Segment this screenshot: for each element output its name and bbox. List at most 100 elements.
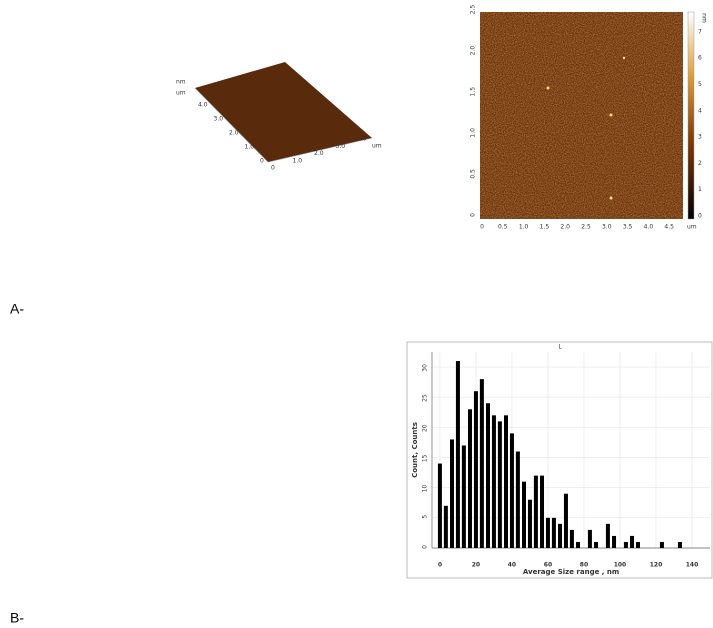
x-tick-label: 80: [580, 562, 588, 569]
y-tick-label: 25: [422, 394, 429, 402]
bar: [635, 541, 640, 548]
bar: [623, 541, 628, 548]
particle: [546, 86, 550, 90]
bar: [449, 439, 454, 548]
bar: [497, 421, 502, 548]
x-unit-2d: um: [687, 224, 697, 231]
x-tick-label: 20: [472, 562, 480, 569]
bar: [576, 541, 581, 548]
bar: [437, 463, 442, 548]
bar: [467, 409, 472, 548]
y-axis-label: Count, Counts: [411, 422, 419, 478]
colorbar-tick: 2: [698, 160, 702, 167]
y-unit: um: [176, 90, 186, 97]
bar: [504, 415, 509, 548]
x-tick-label: 40: [508, 562, 516, 569]
afm-3d-y-tick: 4.0: [198, 102, 208, 109]
afm-3d-axes: [194, 87, 373, 163]
bar: [594, 541, 599, 548]
bar: [612, 535, 617, 548]
bar: [605, 523, 610, 548]
afm-2d-x-tick: 3.0: [602, 224, 612, 231]
bar: [455, 361, 460, 548]
bar: [515, 451, 520, 548]
y-tick-label: 20: [422, 424, 429, 432]
bar: [479, 379, 484, 548]
chart-title: L: [558, 344, 562, 351]
y-tick-label: 0: [422, 545, 429, 549]
bar: [522, 481, 527, 548]
bar: [485, 403, 490, 548]
afm-3d-y-tick: 3.0: [214, 116, 224, 123]
bar: [545, 517, 550, 548]
afm-3d-x-tick: 1.0: [293, 157, 303, 164]
bar: [509, 433, 514, 548]
afm-3d-x-tick: 0: [271, 165, 275, 172]
afm-2d-x-tick: 1.0: [519, 224, 529, 231]
y-tick-label: 15: [422, 454, 429, 462]
afm-3d-y-tick: 1.0: [245, 144, 255, 151]
x-axis-label: Average Size range , nm: [523, 568, 619, 576]
afm-2d-x-tick: 1.5: [540, 224, 550, 231]
bar: [533, 475, 538, 548]
colorbar: [687, 11, 695, 220]
afm-3d-x-tick: 2.0: [314, 150, 324, 157]
bar: [563, 493, 568, 548]
afm-3d-y-tick: 2.0: [229, 130, 239, 137]
bar: [677, 541, 682, 548]
afm-2d-y-tick: 2.5: [470, 5, 477, 15]
afm-3d-y-tick: 0: [260, 158, 264, 165]
afm-2d-x-tick: 2.5: [581, 224, 591, 231]
afm-3d-x-tick: 3.0: [336, 143, 346, 150]
afm-2d-x-tick: 3.5: [623, 224, 633, 231]
bar: [461, 445, 466, 548]
bar: [540, 475, 545, 548]
colorbar-tick: 4: [698, 107, 702, 114]
afm-2d-x-tick: 0.5: [498, 224, 508, 231]
afm-2d-x-tick: 4.5: [664, 224, 674, 231]
bar: [558, 523, 563, 548]
bar: [569, 529, 574, 548]
afm-2d-y-tick: 2.0: [470, 46, 477, 56]
bar: [527, 499, 532, 548]
bar: [659, 541, 664, 548]
colorbar-tick: 3: [698, 134, 702, 141]
bar: [587, 529, 592, 548]
bar: [491, 415, 496, 548]
z-unit: nm: [176, 79, 186, 86]
afm-2d-texture: [480, 12, 683, 219]
x-tick-label: 0: [438, 562, 442, 569]
afm-2d-y-tick: 1.0: [470, 128, 477, 138]
x-unit: um: [372, 143, 382, 150]
y-tick-label: 10: [422, 485, 429, 493]
figure-label: B-: [10, 610, 24, 626]
x-tick-label: 140: [686, 562, 699, 569]
afm-3d-x-tick: 4.0: [357, 136, 367, 143]
colorbar-tick: 7: [698, 28, 702, 35]
afm-2d-x-tick: 2.0: [560, 224, 570, 231]
afm-2d-x-tick: 0: [480, 224, 484, 231]
y-tick-label: 5: [422, 515, 429, 519]
x-tick-label: 60: [544, 562, 552, 569]
afm-3d-surface: [195, 62, 372, 162]
y-tick-label: 30: [422, 364, 429, 372]
bar: [630, 535, 635, 548]
afm-2d-y-tick: 0: [470, 213, 477, 217]
bar: [473, 391, 478, 548]
x-tick-label: 120: [650, 562, 663, 569]
colorbar-tick: 0: [698, 213, 702, 220]
afm-2d-x-tick: 4.0: [644, 224, 654, 231]
particle: [609, 196, 613, 200]
colorbar-tick: 1: [698, 186, 702, 193]
x-tick-label: 100: [614, 562, 627, 569]
particle: [609, 113, 613, 117]
figure-label: A-: [10, 301, 24, 317]
afm-2d-y-tick: 1.5: [470, 87, 477, 97]
bar: [443, 505, 448, 548]
particle: [622, 56, 626, 60]
bar: [551, 517, 556, 548]
colorbar-unit: nm: [701, 13, 708, 23]
